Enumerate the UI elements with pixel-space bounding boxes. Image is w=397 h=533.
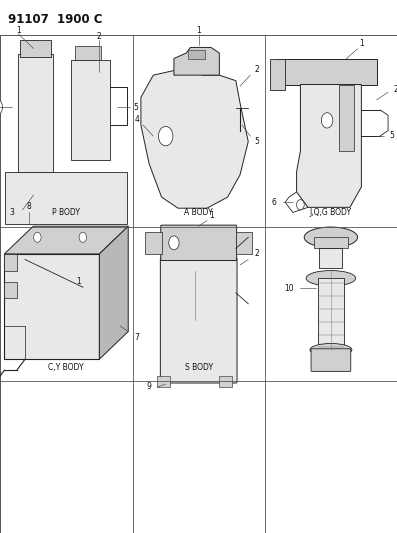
- Ellipse shape: [310, 343, 352, 356]
- Text: 6: 6: [271, 198, 276, 207]
- FancyBboxPatch shape: [278, 59, 377, 85]
- Text: 1: 1: [16, 27, 21, 35]
- Text: P BODY: P BODY: [52, 208, 80, 217]
- Circle shape: [0, 99, 2, 115]
- Polygon shape: [99, 226, 128, 359]
- Text: 2: 2: [393, 85, 397, 94]
- Circle shape: [297, 200, 304, 210]
- Text: 91107  1900 C: 91107 1900 C: [8, 13, 102, 26]
- Text: 10: 10: [284, 284, 294, 293]
- Text: C,Y BODY: C,Y BODY: [48, 363, 84, 372]
- Circle shape: [34, 232, 41, 243]
- Polygon shape: [4, 226, 128, 254]
- Circle shape: [79, 232, 87, 243]
- Bar: [339, 85, 354, 151]
- Polygon shape: [4, 254, 99, 359]
- Text: 1: 1: [209, 211, 214, 220]
- Text: A BODY: A BODY: [184, 208, 213, 217]
- Text: 7: 7: [134, 333, 139, 342]
- Bar: [189, 50, 205, 59]
- Polygon shape: [297, 85, 361, 207]
- Circle shape: [158, 126, 173, 146]
- Text: 9: 9: [147, 383, 152, 391]
- Bar: [220, 376, 232, 387]
- Text: 1: 1: [197, 26, 201, 35]
- Text: 2: 2: [254, 249, 259, 259]
- FancyBboxPatch shape: [270, 59, 285, 90]
- FancyBboxPatch shape: [18, 54, 53, 172]
- Polygon shape: [141, 70, 248, 208]
- FancyBboxPatch shape: [21, 39, 51, 57]
- Ellipse shape: [304, 227, 358, 247]
- Text: 5: 5: [389, 131, 394, 140]
- Bar: [318, 278, 344, 350]
- FancyBboxPatch shape: [311, 349, 351, 372]
- FancyBboxPatch shape: [161, 225, 237, 261]
- FancyBboxPatch shape: [160, 258, 237, 383]
- Bar: [320, 247, 342, 268]
- Bar: [145, 232, 162, 254]
- Text: 1: 1: [76, 277, 81, 286]
- Bar: [236, 232, 252, 254]
- Bar: [4, 281, 17, 298]
- Text: J,Q,G BODY: J,Q,G BODY: [310, 208, 352, 217]
- Text: 3: 3: [9, 208, 14, 217]
- Bar: [314, 237, 348, 247]
- Bar: [4, 254, 17, 271]
- Circle shape: [169, 236, 179, 250]
- FancyBboxPatch shape: [75, 46, 101, 60]
- Text: 2: 2: [97, 33, 101, 41]
- Text: 5: 5: [254, 137, 259, 146]
- Polygon shape: [174, 47, 220, 75]
- Text: 2: 2: [254, 65, 259, 74]
- Ellipse shape: [306, 271, 356, 286]
- Text: 1: 1: [359, 39, 364, 48]
- Circle shape: [322, 112, 333, 128]
- Text: 4: 4: [134, 115, 139, 124]
- Text: 5: 5: [134, 103, 139, 111]
- Text: S BODY: S BODY: [185, 363, 213, 372]
- FancyBboxPatch shape: [71, 60, 110, 160]
- Text: 8: 8: [27, 203, 31, 211]
- Bar: [158, 376, 170, 387]
- FancyBboxPatch shape: [5, 172, 127, 224]
